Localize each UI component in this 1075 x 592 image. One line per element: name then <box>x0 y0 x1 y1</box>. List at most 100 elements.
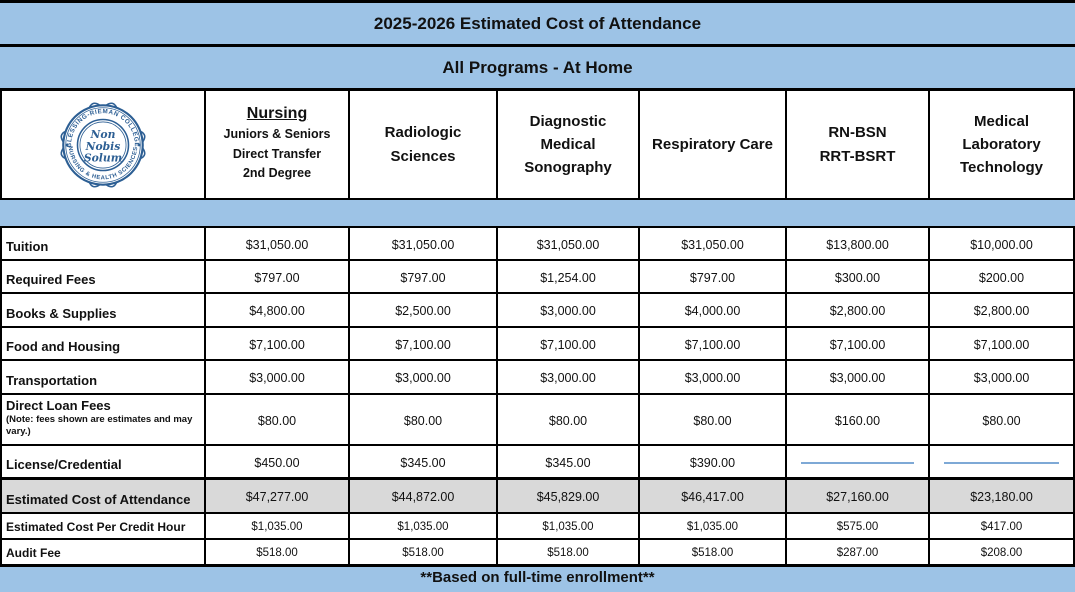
footer-bar: **Based on full-time enrollment** <box>0 567 1075 592</box>
value-cell: $518.00 <box>350 540 498 564</box>
row-required-fees: Required Fees $797.00 $797.00 $1,254.00 … <box>0 261 1075 294</box>
seal-motto-line3: Solum <box>84 151 122 164</box>
value-cell: $345.00 <box>498 446 640 477</box>
row-food-housing: Food and Housing $7,100.00 $7,100.00 $7,… <box>0 328 1075 361</box>
blank-value-cell <box>787 446 930 477</box>
column-header-nursing: Nursing Juniors & Seniors Direct Transfe… <box>206 91 350 198</box>
column-header-respiratory-care: Respiratory Care <box>640 91 787 198</box>
row-label: Estimated Cost of Attendance <box>0 480 206 512</box>
loan-fees-note: (Note: fees shown are estimates and may … <box>6 414 193 438</box>
value-cell: $1,254.00 <box>498 261 640 292</box>
row-tuition: Tuition $31,050.00 $31,050.00 $31,050.00… <box>0 228 1075 261</box>
total-value-cell: $47,277.00 <box>206 480 350 512</box>
value-cell: $1,035.00 <box>350 514 498 538</box>
value-cell: $80.00 <box>930 395 1075 444</box>
value-cell: $7,100.00 <box>787 328 930 359</box>
value-cell: $4,000.00 <box>640 294 787 326</box>
value-cell: $7,100.00 <box>350 328 498 359</box>
value-cell: $1,035.00 <box>206 514 350 538</box>
value-cell: $3,000.00 <box>350 361 498 393</box>
seal-motto-line1: Non <box>90 128 116 141</box>
total-value-cell: $23,180.00 <box>930 480 1075 512</box>
seal-inner-ring <box>76 118 130 171</box>
value-cell: $7,100.00 <box>498 328 640 359</box>
row-label: Books & Supplies <box>0 294 206 326</box>
total-value-cell: $46,417.00 <box>640 480 787 512</box>
value-cell: $31,050.00 <box>350 228 498 259</box>
subtitle-bar: All Programs - At Home <box>0 47 1075 91</box>
row-label: Transportation <box>0 361 206 393</box>
value-cell: $2,500.00 <box>350 294 498 326</box>
row-label-with-note: Direct Loan Fees (Note: fees shown are e… <box>0 395 206 444</box>
value-cell: $2,800.00 <box>930 294 1075 326</box>
value-cell: $208.00 <box>930 540 1075 564</box>
blank-line <box>944 461 1059 464</box>
value-cell: $7,100.00 <box>206 328 350 359</box>
value-cell: $80.00 <box>350 395 498 444</box>
value-cell: $10,000.00 <box>930 228 1075 259</box>
value-cell: $797.00 <box>206 261 350 292</box>
college-seal-logo: BLESSING-RIEMAN COLLEGE NURSING & HEALTH… <box>60 102 146 187</box>
nursing-subline-3: 2nd Degree <box>242 166 312 181</box>
value-cell: $390.00 <box>640 446 787 477</box>
value-cell: $287.00 <box>787 540 930 564</box>
value-cell: $160.00 <box>787 395 930 444</box>
value-cell: $797.00 <box>640 261 787 292</box>
value-cell: $7,100.00 <box>930 328 1075 359</box>
column-header-radiologic-sciences: Radiologic Sciences <box>350 91 498 198</box>
value-cell: $80.00 <box>206 395 350 444</box>
value-cell: $345.00 <box>350 446 498 477</box>
value-cell: $80.00 <box>640 395 787 444</box>
value-cell: $518.00 <box>206 540 350 564</box>
row-estimated-cost-of-attendance: Estimated Cost of Attendance $47,277.00 … <box>0 480 1075 514</box>
value-cell: $518.00 <box>640 540 787 564</box>
column-header-rn-bsn-rrt-bsrt: RN-BSN RRT-BSRT <box>787 91 930 198</box>
value-cell: $1,035.00 <box>640 514 787 538</box>
row-label: Direct Loan Fees <box>6 398 111 413</box>
row-label: Tuition <box>0 228 206 259</box>
blank-value-cell <box>930 446 1075 477</box>
column-header-diagnostic-medical-sonography: Diagnostic Medical Sonography <box>498 91 640 198</box>
nursing-subline-1: Juniors & Seniors <box>223 127 331 142</box>
value-cell: $4,800.00 <box>206 294 350 326</box>
value-cell: $31,050.00 <box>498 228 640 259</box>
row-cost-per-credit-hour: Estimated Cost Per Credit Hour $1,035.00… <box>0 514 1075 540</box>
row-label: Food and Housing <box>0 328 206 359</box>
page-title: 2025-2026 Estimated Cost of Attendance <box>373 13 702 33</box>
nursing-subline-2: Direct Transfer <box>232 146 322 161</box>
value-cell: $200.00 <box>930 261 1075 292</box>
total-value-cell: $45,829.00 <box>498 480 640 512</box>
value-cell: $3,000.00 <box>498 361 640 393</box>
value-cell: $7,100.00 <box>640 328 787 359</box>
value-cell: $3,000.00 <box>930 361 1075 393</box>
program-header-row: BLESSING-RIEMAN COLLEGE NURSING & HEALTH… <box>0 91 1075 200</box>
column-header-medical-laboratory-technology: Medical Laboratory Technology <box>930 91 1075 198</box>
title-bar: 2025-2026 Estimated Cost of Attendance <box>0 0 1075 47</box>
value-cell: $417.00 <box>930 514 1075 538</box>
value-cell: $3,000.00 <box>206 361 350 393</box>
row-audit-fee: Audit Fee $518.00 $518.00 $518.00 $518.0… <box>0 540 1075 567</box>
value-cell: $3,000.00 <box>640 361 787 393</box>
value-cell: $518.00 <box>498 540 640 564</box>
value-cell: $31,050.00 <box>640 228 787 259</box>
page-subtitle: All Programs - At Home <box>442 57 633 77</box>
value-cell: $575.00 <box>787 514 930 538</box>
row-label: License/Credential <box>0 446 206 477</box>
seal-motto-line2: Nobis <box>85 139 121 152</box>
row-label: Audit Fee <box>0 540 206 564</box>
row-direct-loan-fees: Direct Loan Fees (Note: fees shown are e… <box>0 395 1075 446</box>
row-label: Estimated Cost Per Credit Hour <box>0 514 206 538</box>
blank-line <box>801 461 914 464</box>
column-title-nursing: Nursing <box>246 105 308 123</box>
value-cell: $2,800.00 <box>787 294 930 326</box>
value-cell: $1,035.00 <box>498 514 640 538</box>
value-cell: $797.00 <box>350 261 498 292</box>
value-cell: $31,050.00 <box>206 228 350 259</box>
seal-outer-ring <box>62 103 144 186</box>
footer-note: **Based on full-time enrollment** <box>420 569 655 586</box>
row-label: Required Fees <box>0 261 206 292</box>
blue-spacer-band <box>0 200 1075 228</box>
value-cell: $13,800.00 <box>787 228 930 259</box>
row-books-supplies: Books & Supplies $4,800.00 $2,500.00 $3,… <box>0 294 1075 328</box>
